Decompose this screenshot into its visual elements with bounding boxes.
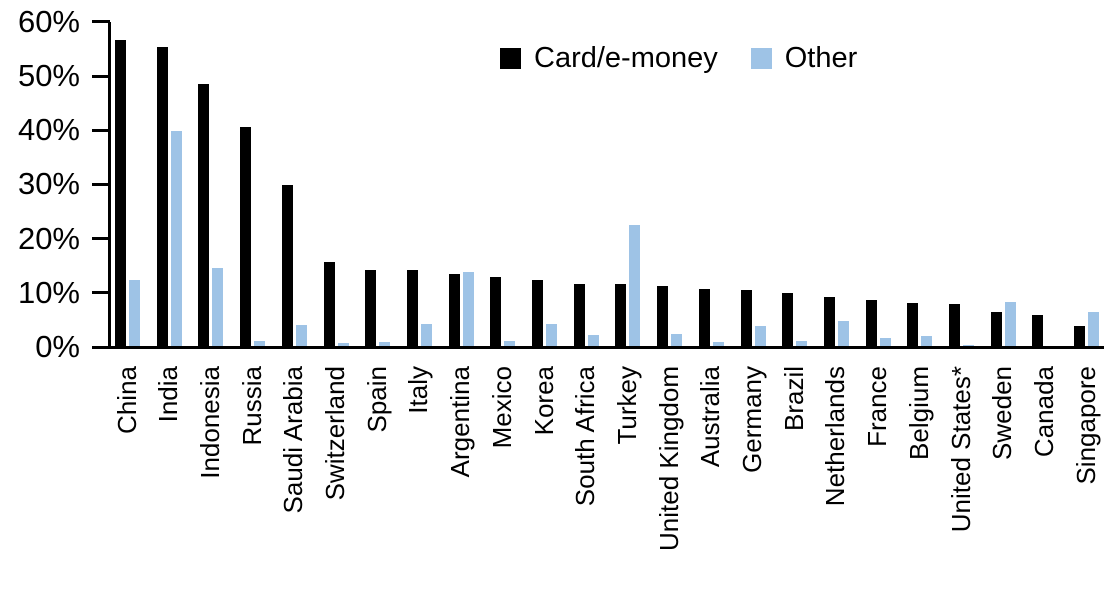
bar-card-e-money-united-kingdom — [657, 286, 668, 346]
bar-card-e-money-france — [866, 300, 877, 346]
bar-other-germany — [755, 326, 766, 346]
y-axis-label: 30% — [17, 166, 80, 202]
bar-other-india — [171, 131, 182, 346]
bar-card-e-money-italy — [407, 270, 418, 346]
x-axis-label-china: China — [111, 366, 142, 434]
bar-card-e-money-sweden — [991, 312, 1002, 346]
bar-card-e-money-belgium — [907, 303, 918, 346]
x-axis-label-sweden: Sweden — [987, 366, 1018, 460]
x-axis-label-belgium: Belgium — [903, 366, 934, 460]
x-axis-label-spain: Spain — [361, 366, 392, 433]
bar-other-singapore — [1088, 312, 1099, 346]
bar-other-netherlands — [838, 321, 849, 346]
bar-other-china — [129, 280, 140, 346]
bar-card-e-money-australia — [699, 289, 710, 346]
bar-card-e-money-spain — [365, 270, 376, 346]
bar-other-italy — [421, 324, 432, 346]
legend-label-other: Other — [784, 42, 858, 74]
y-axis-tick — [92, 20, 110, 24]
bar-other-switzerland — [338, 343, 349, 346]
y-axis-tick — [92, 182, 110, 186]
x-axis-label-argentina: Argentina — [445, 366, 476, 478]
bar-card-e-money-india — [157, 47, 168, 346]
x-axis-label-switzerland: Switzerland — [320, 366, 350, 501]
x-axis-label-germany: Germany — [737, 366, 767, 473]
bar-card-e-money-united-states — [949, 304, 960, 346]
bar-card-e-money-indonesia — [198, 84, 209, 346]
bar-card-e-money-korea — [532, 280, 543, 346]
bar-other-korea — [546, 324, 557, 346]
bar-other-russia — [254, 341, 265, 346]
y-axis-label: 60% — [17, 3, 80, 39]
bar-other-france — [880, 338, 891, 346]
bar-other-belgium — [921, 336, 932, 346]
bar-other-mexico — [504, 341, 515, 346]
legend-swatch-other — [750, 48, 772, 69]
x-axis-label-italy: Italy — [403, 366, 434, 414]
x-axis-label-korea: Korea — [528, 366, 559, 436]
y-axis-tick — [92, 291, 110, 295]
y-axis-tick — [92, 128, 110, 132]
bar-other-united-states — [963, 345, 974, 346]
bar-other-spain — [379, 342, 390, 346]
x-axis-label-russia: Russia — [236, 366, 267, 446]
x-axis-label-saudi-arabia: Saudi Arabia — [278, 366, 309, 514]
bar-card-e-money-south-africa — [574, 284, 585, 346]
bar-card-e-money-netherlands — [824, 297, 835, 346]
bar-other-brazil — [796, 341, 807, 346]
bar-card-e-money-russia — [240, 127, 251, 346]
bar-card-e-money-argentina — [449, 274, 460, 346]
bar-other-australia — [713, 342, 724, 346]
bar-card-e-money-turkey — [615, 284, 626, 346]
y-axis-tick — [92, 237, 110, 241]
bar-other-argentina — [463, 272, 474, 346]
y-axis-label: 50% — [17, 58, 80, 94]
legend-label-card-e-money: Card/e-money — [534, 42, 718, 74]
bar-other-united-kingdom — [671, 334, 682, 346]
x-axis-label-india: India — [153, 366, 184, 423]
x-axis-label-france: France — [862, 366, 893, 447]
y-axis-label: 0% — [35, 329, 80, 364]
legend-item-card-e-money: Card/e-money — [500, 42, 718, 75]
bar-card-e-money-singapore — [1074, 326, 1085, 346]
x-axis-label-indonesia: Indonesia — [194, 366, 225, 479]
bar-other-south-africa — [588, 335, 599, 346]
x-axis-label-united-states: United States* — [945, 366, 976, 533]
x-axis-label-netherlands: Netherlands — [820, 366, 851, 507]
x-axis-label-south-africa: South Africa — [570, 366, 601, 507]
legend-swatch-card-e-money — [500, 48, 521, 69]
bar-other-sweden — [1005, 302, 1016, 346]
x-axis-label-singapore: Singapore — [1070, 366, 1101, 485]
bar-other-turkey — [629, 225, 640, 346]
y-axis-tick — [92, 74, 110, 78]
bar-card-e-money-mexico — [490, 277, 501, 346]
bar-card-e-money-canada — [1032, 315, 1043, 346]
chart-legend: Card/e-money Other — [500, 42, 857, 75]
x-axis-label-canada: Canada — [1028, 366, 1059, 458]
x-axis-line — [92, 346, 1104, 349]
x-axis-label-mexico: Mexico — [486, 366, 517, 449]
x-axis-label-brazil: Brazil — [778, 366, 809, 432]
bar-card-e-money-china — [115, 40, 126, 346]
bar-card-e-money-switzerland — [324, 262, 335, 346]
x-axis-label-australia: Australia — [695, 366, 726, 468]
legend-item-other: Other — [750, 42, 858, 75]
x-axis-label-turkey: Turkey — [611, 366, 642, 445]
y-axis-label: 40% — [17, 112, 80, 148]
bar-card-e-money-brazil — [782, 293, 793, 346]
y-axis-label: 20% — [17, 220, 80, 256]
bar-card-e-money-saudi-arabia — [282, 185, 293, 346]
x-axis-label-united-kingdom: United Kingdom — [653, 366, 684, 551]
bar-other-saudi-arabia — [296, 325, 307, 346]
bar-other-indonesia — [212, 268, 223, 346]
y-axis-label: 10% — [17, 274, 80, 310]
bar-card-e-money-germany — [741, 290, 752, 346]
